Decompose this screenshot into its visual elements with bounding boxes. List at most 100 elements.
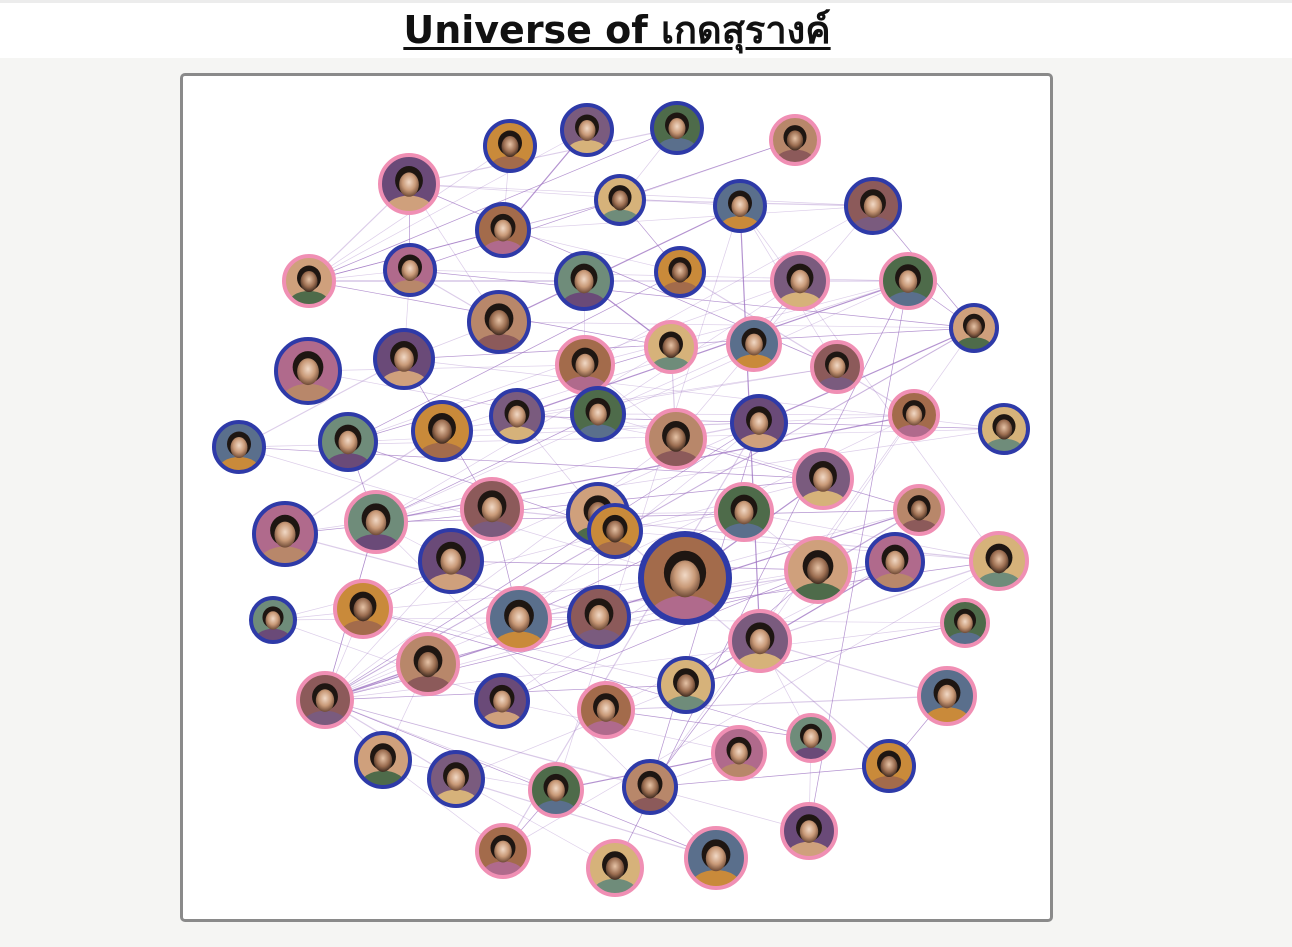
character-node-8[interactable] bbox=[713, 179, 767, 244]
edge-69-74 bbox=[739, 205, 1000, 562]
male-ring bbox=[483, 119, 537, 173]
edge-2-10 bbox=[308, 129, 588, 282]
character-node-45[interactable] bbox=[567, 585, 631, 662]
character-node-14[interactable] bbox=[770, 251, 830, 323]
character-node-68[interactable] bbox=[684, 826, 748, 903]
page-header: Universe of เกดสุรางค์ bbox=[0, 0, 1292, 58]
female-ring bbox=[378, 153, 440, 215]
character-node-11[interactable] bbox=[383, 243, 437, 308]
edge-47-55 bbox=[685, 561, 896, 686]
edge-48-53 bbox=[272, 619, 503, 702]
edge-5-3 bbox=[408, 127, 678, 185]
character-node-51[interactable] bbox=[940, 598, 990, 657]
character-node-24[interactable] bbox=[318, 412, 378, 484]
character-node-32[interactable] bbox=[212, 420, 266, 485]
character-node-46[interactable] bbox=[784, 536, 852, 618]
character-node-63[interactable] bbox=[528, 762, 584, 829]
character-node-4[interactable] bbox=[769, 114, 821, 176]
character-node-1[interactable] bbox=[483, 119, 537, 184]
female-ring bbox=[786, 713, 836, 763]
character-node-59[interactable] bbox=[711, 725, 767, 792]
edge-9-28 bbox=[675, 205, 874, 440]
character-node-25[interactable] bbox=[411, 400, 473, 474]
character-node-28[interactable] bbox=[645, 408, 707, 482]
character-node-33[interactable] bbox=[460, 477, 524, 554]
character-node-65[interactable] bbox=[780, 802, 838, 872]
character-node-26[interactable] bbox=[489, 388, 545, 455]
character-node-2[interactable] bbox=[560, 103, 614, 168]
character-node-53[interactable] bbox=[474, 673, 530, 740]
character-node-62[interactable] bbox=[427, 750, 485, 820]
character-node-47[interactable] bbox=[865, 532, 925, 604]
edge-57-77 bbox=[324, 699, 651, 788]
character-node-50[interactable] bbox=[728, 609, 792, 686]
character-node-60[interactable] bbox=[786, 713, 836, 772]
character-node-61[interactable] bbox=[862, 739, 916, 804]
character-node-3[interactable] bbox=[650, 101, 704, 166]
character-node-64[interactable] bbox=[622, 759, 678, 826]
character-node-30[interactable] bbox=[888, 389, 940, 451]
female-ring bbox=[969, 531, 1029, 591]
edge-66-74 bbox=[502, 560, 1000, 852]
character-node-23[interactable] bbox=[274, 337, 342, 419]
network-frame[interactable] bbox=[180, 73, 1053, 922]
character-node-5[interactable] bbox=[378, 153, 440, 228]
male-ring bbox=[474, 673, 530, 729]
character-node-42[interactable] bbox=[638, 531, 732, 644]
character-node-44[interactable] bbox=[486, 586, 552, 666]
female-ring bbox=[577, 681, 635, 739]
edge-57-68 bbox=[324, 699, 717, 859]
character-node-27[interactable] bbox=[570, 386, 626, 453]
female-ring bbox=[460, 477, 524, 541]
character-node-10[interactable] bbox=[282, 254, 336, 319]
character-node-13[interactable] bbox=[654, 246, 706, 308]
character-node-15[interactable] bbox=[879, 252, 937, 322]
character-node-66[interactable] bbox=[475, 823, 531, 890]
edge-36-40 bbox=[375, 509, 920, 523]
character-node-52[interactable] bbox=[396, 632, 460, 709]
character-node-49[interactable] bbox=[333, 579, 393, 651]
character-node-41[interactable] bbox=[418, 528, 484, 608]
character-node-38[interactable] bbox=[792, 448, 854, 523]
edge-57-72 bbox=[324, 422, 760, 701]
male-ring bbox=[978, 403, 1030, 455]
character-node-19[interactable] bbox=[644, 320, 698, 385]
character-node-22[interactable] bbox=[949, 303, 999, 363]
female-ring bbox=[780, 802, 838, 860]
character-node-17[interactable] bbox=[373, 328, 435, 402]
character-node-6[interactable] bbox=[475, 202, 531, 269]
character-node-67[interactable] bbox=[586, 839, 644, 909]
character-node-43[interactable] bbox=[969, 531, 1029, 603]
character-node-58[interactable] bbox=[354, 731, 412, 801]
character-node-40[interactable] bbox=[893, 484, 945, 546]
character-node-56[interactable] bbox=[917, 666, 977, 738]
male-ring bbox=[654, 246, 706, 298]
female-ring bbox=[917, 666, 977, 726]
character-node-39[interactable] bbox=[714, 482, 774, 554]
character-node-37[interactable] bbox=[587, 503, 643, 570]
character-node-21[interactable] bbox=[810, 340, 864, 405]
male-ring bbox=[383, 243, 437, 297]
character-node-57[interactable] bbox=[296, 671, 354, 741]
character-node-55[interactable] bbox=[657, 656, 715, 726]
character-node-16[interactable] bbox=[467, 290, 531, 367]
male-ring bbox=[411, 400, 473, 462]
character-network-graph[interactable] bbox=[183, 76, 1050, 919]
character-node-35[interactable] bbox=[252, 501, 318, 581]
edge-9-18 bbox=[584, 205, 874, 366]
character-node-48[interactable] bbox=[249, 596, 297, 653]
character-node-9[interactable] bbox=[844, 177, 902, 246]
character-node-7[interactable] bbox=[594, 174, 646, 236]
character-node-36[interactable] bbox=[344, 490, 408, 567]
edge-7-10 bbox=[308, 199, 621, 282]
female-ring bbox=[333, 579, 393, 639]
edge-62-68 bbox=[455, 778, 717, 859]
female-ring bbox=[586, 839, 644, 897]
character-node-29[interactable] bbox=[730, 394, 788, 464]
character-node-31[interactable] bbox=[978, 403, 1030, 465]
character-node-54[interactable] bbox=[577, 681, 635, 751]
edge-22-29 bbox=[758, 327, 975, 424]
character-node-12[interactable] bbox=[554, 251, 614, 323]
character-node-20[interactable] bbox=[726, 316, 782, 383]
female-ring bbox=[940, 598, 990, 648]
